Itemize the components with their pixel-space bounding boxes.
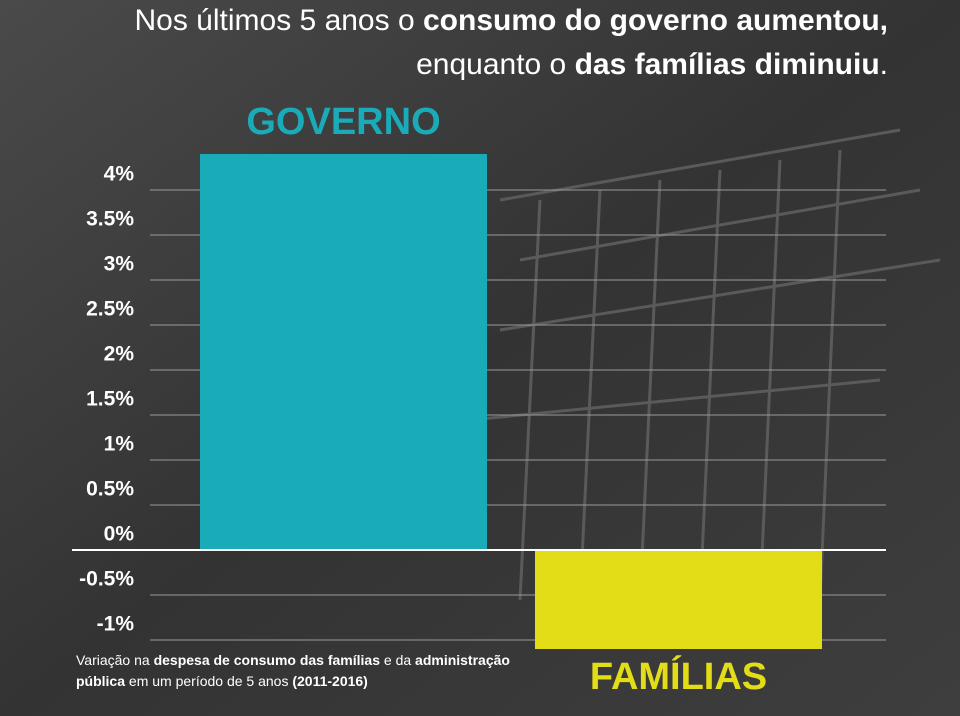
footnote-part: administração [415, 652, 510, 668]
footnote: pública em um período de 5 anos (2011-20… [76, 673, 368, 689]
title-part: . [880, 48, 888, 81]
footnote-part: despesa de consumo das famílias [154, 652, 381, 668]
title-part: Nos últimos 5 anos o [135, 4, 423, 37]
y-tick-label: 1% [104, 433, 135, 456]
bar [200, 154, 487, 550]
title-part: enquanto o [416, 48, 574, 81]
footnote-part: Variação na [76, 652, 154, 668]
y-tick-label: 3% [104, 253, 135, 276]
chart-title: enquanto o das famílias diminuiu. [416, 48, 888, 81]
y-tick-label: 0.5% [86, 478, 134, 501]
y-tick-label: -0.5% [79, 568, 134, 591]
y-tick-label: 2% [104, 343, 135, 366]
y-tick-label: 2.5% [86, 298, 134, 321]
title-part: das famílias diminuiu [575, 48, 880, 81]
footnote-part: pública [76, 673, 125, 689]
footnote-part: em um período de 5 anos [125, 673, 292, 689]
y-tick-label: 1.5% [86, 388, 134, 411]
bar [535, 550, 822, 649]
category-label: FAMÍLIAS [590, 654, 767, 698]
title-part: consumo do governo aumentou, [423, 4, 888, 37]
footnote-part: (2011-2016) [292, 673, 368, 689]
chart-title: Nos últimos 5 anos o consumo do governo … [135, 4, 889, 37]
y-tick-label: 4% [104, 163, 135, 186]
y-tick-label: -1% [97, 613, 135, 636]
y-tick-label: 3.5% [86, 208, 134, 231]
footnote: Variação na despesa de consumo das famíl… [76, 652, 510, 668]
y-tick-label: 0% [104, 523, 135, 546]
cart-decoration [469, 128, 941, 601]
footnote-part: e da [380, 652, 415, 668]
category-label: GOVERNO [246, 101, 440, 143]
